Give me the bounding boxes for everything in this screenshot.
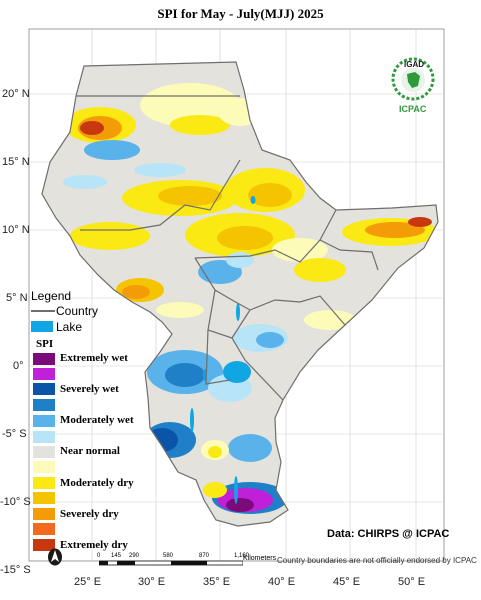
spi-label-13: Extremely dry <box>60 539 128 551</box>
spi-title: SPI <box>36 338 54 350</box>
disclaimer: Country boundaries are not officially en… <box>277 556 477 565</box>
spi-swatch-10 <box>33 492 55 504</box>
spi-swatch-9 <box>33 477 55 489</box>
spi-swatch-5 <box>33 415 55 427</box>
spi-swatch-13 <box>33 539 55 551</box>
legend-lake-label: Lake <box>56 320 83 334</box>
map-title: SPI for May - July(MJJ) 2025 <box>157 6 324 21</box>
scale-tick-0: 0 <box>97 553 101 559</box>
lat-label-10s: -10° S <box>0 496 31 508</box>
lat-label-0: 0° <box>13 360 24 372</box>
lat-label-20n: 20° N <box>2 88 30 100</box>
lon-label-35e: 35° E <box>203 576 231 588</box>
spi-swatch-3 <box>33 383 55 395</box>
data-credit: Data: CHIRPS @ ICPAC <box>327 528 450 540</box>
north-arrow-icon <box>47 548 63 571</box>
spi-swatch-1 <box>33 353 55 365</box>
scale-tick-580: 580 <box>163 553 174 559</box>
lat-label-5n: 5° N <box>6 292 28 304</box>
scale-tick-290: 290 <box>129 553 140 559</box>
spi-swatch-11 <box>33 508 55 520</box>
scale-tick-1160: 1,160 <box>234 553 250 559</box>
scale-unit: Kilometers <box>243 555 277 562</box>
lat-label-15s: -15° S <box>0 564 31 576</box>
spi-label-11: Severely dry <box>60 508 119 520</box>
lon-label-45e: 45° E <box>333 576 361 588</box>
spi-swatch-6 <box>33 431 55 443</box>
spi-label-9: Moderately dry <box>60 477 134 489</box>
spi-swatch-4 <box>33 399 55 411</box>
scale-bar-graphic <box>99 560 243 566</box>
lakes <box>190 196 256 504</box>
scale-tick-870: 870 <box>199 553 210 559</box>
country-borders <box>41 61 439 527</box>
spi-field <box>42 62 438 526</box>
lat-label-10n: 10° N <box>2 224 30 236</box>
igad-logo-icon: IGAD <box>390 56 436 102</box>
lon-label-25e: 25° E <box>74 576 102 588</box>
legend-country-label: Country <box>56 304 99 318</box>
lon-label-40e: 40° E <box>268 576 296 588</box>
spi-label-3: Severely wet <box>60 383 119 395</box>
lat-label-5s: -5° S <box>2 428 27 440</box>
spi-swatch-2 <box>33 368 55 380</box>
lon-label-30e: 30° E <box>138 576 166 588</box>
spi-swatch-7 <box>33 446 55 458</box>
spi-label-5: Moderately wet <box>60 414 134 426</box>
spi-label-7: Near normal <box>60 445 120 457</box>
legend-title: Legend <box>31 289 72 303</box>
spi-label-1: Extremely wet <box>60 352 128 364</box>
scale-tick-145: 145 <box>111 553 122 559</box>
spi-swatch-8 <box>33 461 55 473</box>
logo-bottom-text: ICPAC <box>399 104 427 114</box>
country-line-icon <box>31 310 55 312</box>
spi-swatch-12 <box>33 523 55 535</box>
lon-label-50e: 50° E <box>398 576 426 588</box>
logo-top-text: IGAD <box>404 60 424 69</box>
lat-label-15n: 15° N <box>2 156 30 168</box>
lake-swatch <box>31 321 53 332</box>
